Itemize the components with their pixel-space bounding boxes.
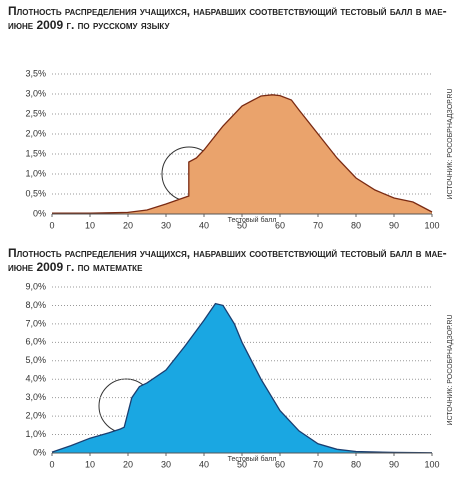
- x-axis-label: Тестовый балл: [228, 216, 277, 224]
- x-tick-label: 70: [313, 459, 323, 469]
- y-tick-label: 3,5%: [25, 68, 46, 78]
- chart-title: Плотность распределения учащихся, набрав…: [8, 246, 447, 274]
- y-tick-label: 1,0%: [25, 429, 46, 439]
- y-tick-label: 1,0%: [25, 168, 46, 178]
- y-tick-label: 2,0%: [25, 410, 46, 420]
- x-tick-label: 50: [237, 459, 247, 469]
- source: ИСТОЧНИК: РОСОБРНАДЗОР.RU: [447, 314, 454, 425]
- x-tick-label: 40: [199, 459, 209, 469]
- y-tick-label: 0%: [33, 208, 46, 218]
- x-tick-label: 40: [199, 220, 209, 230]
- x-tick-label: 70: [313, 220, 323, 230]
- area: [52, 303, 432, 453]
- chart-title: Плотность распределения учащихся, набрав…: [8, 4, 447, 32]
- x-tick-label: 10: [85, 220, 95, 230]
- x-tick-label: 90: [389, 459, 399, 469]
- y-tick-label: 2,5%: [25, 108, 46, 118]
- x-tick-label: 20: [123, 459, 133, 469]
- y-tick-label: 3,0%: [25, 392, 46, 402]
- source: ИСТОЧНИК: РОСОБРНАДЗОР.RU: [447, 88, 454, 199]
- y-tick-label: 4,0%: [25, 374, 46, 384]
- x-tick-label: 50: [237, 220, 247, 230]
- y-tick-label: 0,5%: [25, 188, 46, 198]
- x-tick-label: 0: [49, 220, 54, 230]
- line: [51, 302, 433, 454]
- y-tick-label: 2,0%: [25, 128, 46, 138]
- y-tick-label: 1,5%: [25, 148, 46, 158]
- x-tick-label: 60: [275, 220, 285, 230]
- x-tick-label: 80: [351, 459, 361, 469]
- y-tick-label: 0%: [33, 447, 46, 457]
- x-tick-label: 80: [351, 220, 361, 230]
- x-tick-label: 0: [49, 459, 54, 469]
- y-tick-label: 8,0%: [25, 300, 46, 310]
- x-tick-label: 90: [389, 220, 399, 230]
- y-tick-label: 3,0%: [25, 88, 46, 98]
- area: [52, 94, 432, 214]
- x-tick-label: 100: [424, 459, 439, 469]
- x-tick-label: 100: [424, 220, 439, 230]
- x-axis-label: Тестовый балл: [228, 455, 277, 463]
- y-tick-label: 5,0%: [25, 355, 46, 365]
- line: [52, 94, 433, 214]
- x-tick-label: 20: [123, 220, 133, 230]
- x-tick-label: 30: [161, 220, 171, 230]
- x-tick-label: 60: [275, 459, 285, 469]
- x-tick-label: 30: [161, 459, 171, 469]
- y-tick-label: 7,0%: [25, 318, 46, 328]
- y-tick-label: 9,0%: [25, 281, 46, 291]
- y-tick-label: 6,0%: [25, 337, 46, 347]
- x-tick-label: 10: [85, 459, 95, 469]
